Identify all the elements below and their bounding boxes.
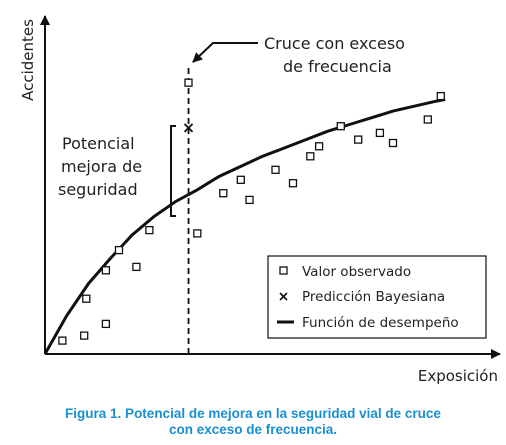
observed-point-17: [336, 122, 345, 131]
observed-point-19: [375, 128, 385, 138]
legend-square-icon: [279, 266, 288, 275]
observed-point-10: [219, 189, 228, 198]
observed-point-11: [236, 175, 245, 184]
observed-point-1: [80, 331, 89, 340]
legend-label-observed: Valor observado: [302, 264, 411, 280]
potential-label-line-1: Potencial: [62, 134, 135, 153]
observed-point-7: [145, 225, 154, 235]
observed-point-8: [184, 78, 193, 87]
x-axis-label: Exposición: [418, 367, 498, 385]
observed-point-4: [101, 266, 111, 275]
observed-points-group: [58, 78, 445, 345]
observed-point-20: [388, 138, 398, 148]
crossing-label-line-1: Cruce con exceso: [264, 34, 405, 53]
figure-caption-line-2: con exceso de frecuencia.: [168, 422, 338, 437]
crossing-label-line-2: de frecuencia: [283, 57, 392, 76]
legend-box: [267, 255, 487, 339]
observed-point-14: [288, 179, 298, 188]
observed-point-5: [114, 245, 124, 255]
legend-label-performance: Función de desempeño: [302, 315, 459, 331]
observed-point-6: [132, 262, 141, 272]
potential-label-line-2: mejora de: [61, 157, 142, 176]
observed-point-16: [314, 142, 324, 151]
potential-bracket: [170, 125, 176, 217]
figure-caption-line-1: Figura 1. Potencial de mejora en la segu…: [65, 406, 441, 421]
legend: Valor observado Predicción Bayesiana Fun…: [267, 255, 487, 339]
performance-function-curve: [43, 97, 446, 355]
bayesian-prediction-group: [183, 123, 194, 133]
observed-point-21: [423, 115, 432, 124]
observed-point-22: [436, 91, 445, 101]
observed-point-2: [82, 294, 91, 303]
legend-x-icon: [279, 292, 288, 301]
observed-point-3: [101, 319, 111, 329]
observed-point-12: [245, 195, 254, 205]
observed-point-0: [58, 336, 67, 345]
legend-label-bayesian: Predicción Bayesiana: [302, 289, 445, 305]
y-axis-label: Accidentes: [19, 19, 37, 101]
crossing-leader-line: [192, 42, 258, 63]
observed-point-13: [271, 165, 280, 174]
observed-point-18: [354, 135, 363, 144]
observed-point-9: [193, 229, 202, 238]
observed-point-15: [306, 152, 315, 161]
potential-label-line-3: seguridad: [58, 180, 138, 199]
bayesian-prediction-point-0: [183, 123, 194, 133]
